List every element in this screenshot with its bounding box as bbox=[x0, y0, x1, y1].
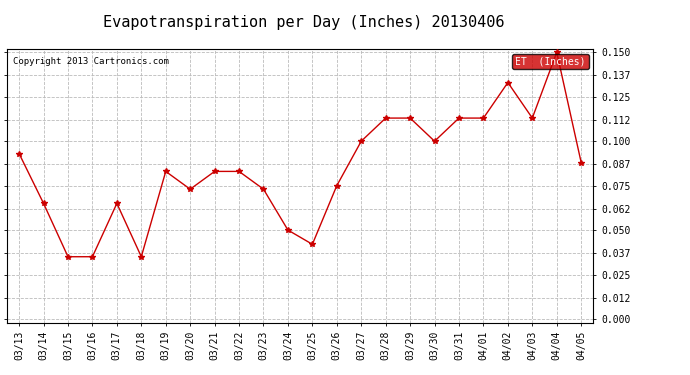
Text: Copyright 2013 Cartronics.com: Copyright 2013 Cartronics.com bbox=[13, 57, 168, 66]
Legend: ET  (Inches): ET (Inches) bbox=[512, 54, 589, 69]
Text: Evapotranspiration per Day (Inches) 20130406: Evapotranspiration per Day (Inches) 2013… bbox=[103, 15, 504, 30]
